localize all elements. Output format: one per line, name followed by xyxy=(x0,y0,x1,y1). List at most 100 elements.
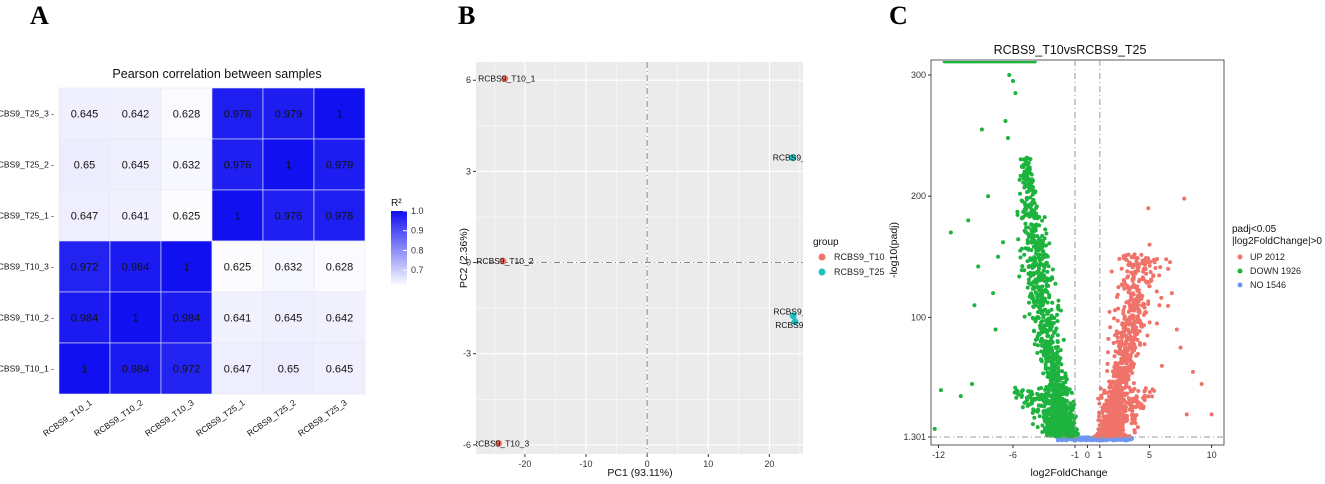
volcano-point-down xyxy=(972,303,977,308)
volcano-point-down xyxy=(1029,222,1034,227)
volcano-point-down xyxy=(1072,416,1077,421)
volcano-point-up xyxy=(1125,369,1130,374)
volcano-point-down xyxy=(1068,406,1073,411)
volcano-legend-key xyxy=(1237,282,1243,288)
volcano-point-down xyxy=(1053,357,1058,362)
volcano-point-up xyxy=(1107,309,1112,314)
volcano-point-down xyxy=(1043,227,1048,232)
volcano-point-up xyxy=(1147,389,1152,394)
volcano-point-up xyxy=(1147,320,1152,325)
volcano-point-up xyxy=(1139,252,1144,257)
volcano-point-up xyxy=(1138,405,1143,410)
volcano-point-down xyxy=(1020,264,1025,269)
heatmap-cell xyxy=(313,138,366,191)
volcano-point-up xyxy=(1141,269,1146,274)
volcano-point-up xyxy=(1103,417,1108,422)
pca-y-tick-label: 3 xyxy=(466,166,471,176)
volcano-point-up xyxy=(1122,314,1127,319)
pca-point xyxy=(501,75,509,83)
volcano-point-down xyxy=(1038,293,1043,298)
volcano-point-up xyxy=(1100,427,1105,432)
volcano-legend-label: DOWN 1926 xyxy=(1250,266,1301,276)
heatmap-cell-value: 0.645 xyxy=(326,364,354,376)
volcano-point-up xyxy=(1139,323,1144,328)
volcano-point-down xyxy=(1040,342,1045,347)
pca-point-label: RCBS9_T25 xyxy=(775,320,823,330)
volcano-point-up xyxy=(1113,363,1118,368)
volcano-point-up xyxy=(1134,296,1139,301)
volcano-point-up xyxy=(1148,270,1153,275)
volcano-point-down xyxy=(1050,350,1055,355)
volcano-point-down xyxy=(1047,371,1052,376)
volcano-point-up xyxy=(1190,369,1195,374)
volcano-point-down xyxy=(1072,402,1077,407)
volcano-point-up xyxy=(1136,268,1141,273)
volcano-legend-title-line-2: |log2FoldChange|>0 xyxy=(1232,236,1322,247)
volcano-point-up xyxy=(1209,412,1214,417)
volcano-legend-key xyxy=(1237,268,1243,274)
volcano-point-down xyxy=(1042,308,1047,313)
volcano-point-up xyxy=(1113,403,1118,408)
volcano-point-up xyxy=(1146,256,1151,261)
heatmap-cell xyxy=(211,138,264,191)
volcano-point-up xyxy=(1166,303,1171,308)
volcano-point-up xyxy=(1127,407,1132,412)
heatmap-cell xyxy=(160,291,213,344)
volcano-point-down xyxy=(1074,427,1079,432)
volcano-point-up xyxy=(1115,318,1120,323)
volcano-x-tick-label: 0 xyxy=(1085,450,1090,460)
volcano-point-up xyxy=(1097,414,1102,419)
heatmap-cell-value: 0.645 xyxy=(122,160,150,172)
volcano-point-up xyxy=(1138,342,1143,347)
volcano-point-up xyxy=(1137,329,1142,334)
volcano-point-down xyxy=(1032,61,1037,64)
volcano-point-up xyxy=(1115,335,1120,340)
heatmap-cell-value: 0.625 xyxy=(173,211,201,223)
volcano-point-down xyxy=(1043,365,1048,370)
volcano-legend-key xyxy=(1237,254,1243,260)
volcano-panel-border xyxy=(930,59,1225,446)
volcano-point-down xyxy=(1022,228,1027,233)
volcano-point-down xyxy=(1025,238,1030,243)
volcano-point-down xyxy=(1037,323,1042,328)
heatmap-cell xyxy=(58,342,111,395)
volcano-point-down xyxy=(1029,203,1034,208)
volcano-point-down xyxy=(1041,396,1046,401)
volcano-point-up xyxy=(1113,421,1118,426)
volcano-point-up xyxy=(1117,432,1122,437)
volcano-point-up xyxy=(1125,269,1130,274)
volcano-point-up xyxy=(1132,335,1137,340)
volcano-point-down xyxy=(1032,201,1037,206)
heatmap-cell xyxy=(313,240,366,293)
volcano-point-down xyxy=(1043,289,1048,294)
volcano-point-up xyxy=(1127,287,1132,292)
volcano-point-down xyxy=(1037,236,1042,241)
pca-x-axis-label: PC1 (93.11%) xyxy=(607,467,672,479)
volcano-point-down xyxy=(1026,264,1031,269)
volcano-point-up xyxy=(1115,294,1120,299)
volcano-legend-label: NO 1546 xyxy=(1250,280,1286,290)
volcano-point-up xyxy=(1131,419,1136,424)
volcano-point-down xyxy=(1047,366,1052,371)
volcano-point-down xyxy=(1054,428,1059,433)
volcano-point-up xyxy=(1118,339,1123,344)
volcano-point-down xyxy=(1043,392,1048,397)
heatmap-cell xyxy=(109,138,162,191)
volcano-point-up xyxy=(1120,399,1125,404)
volcano-point-down xyxy=(1033,244,1038,249)
volcano-point-up xyxy=(1124,400,1129,405)
volcano-point-down xyxy=(1069,390,1074,395)
heatmap-cell-value: 0.984 xyxy=(122,364,150,376)
volcano-point-down xyxy=(1017,274,1022,279)
volcano-point-up xyxy=(1130,254,1135,259)
correlation-heatmap: Pearson correlation between samples 0.64… xyxy=(0,67,424,438)
heatmap-cell-value: 0.976 xyxy=(275,211,303,223)
volcano-y-tick-label: 100 xyxy=(911,312,926,322)
volcano-point-up xyxy=(1130,350,1135,355)
volcano-point-down xyxy=(1036,407,1041,412)
pca-legend-title: group xyxy=(813,237,839,248)
volcano-point-down xyxy=(1028,179,1033,184)
volcano-point-up xyxy=(1182,196,1187,201)
volcano-point-up xyxy=(1111,399,1116,404)
volcano-point-down xyxy=(1041,268,1046,273)
